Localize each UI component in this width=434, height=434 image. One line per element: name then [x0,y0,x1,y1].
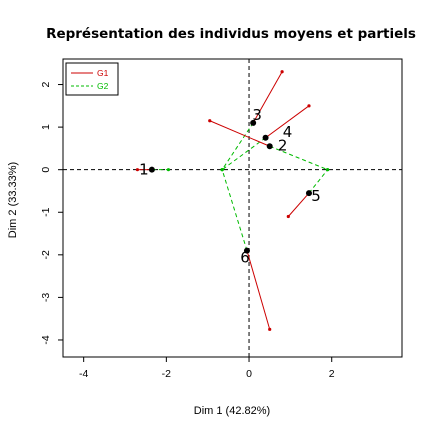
chart-title: Représentation des individus moyens et p… [46,26,416,42]
y-tick-label: -4 [40,335,52,344]
mean-point [148,166,155,173]
mean-point [266,143,273,150]
g1-partial-point [280,70,284,74]
point-label: 3 [252,106,262,124]
x-tick-label: -4 [79,368,88,380]
y-tick-label: 0 [40,167,52,173]
g1-segment [252,71,283,124]
point-label: 4 [283,123,293,141]
g2-partial-point [325,168,330,172]
legend-box [65,62,119,96]
x-axis-label: Dim 1 (42.82%) [194,405,270,417]
g1-partial-point [307,104,311,108]
x-tick-label: 0 [246,368,252,380]
mean-point [243,247,250,254]
y-tick-label: 2 [40,81,52,87]
mean-point [305,190,312,197]
y-tick-label: -1 [40,207,52,216]
g1-partial-point [208,119,212,123]
point-label: 6 [240,249,250,267]
x-tick-label: -2 [162,368,171,380]
g1-partial-point [135,168,140,172]
plot-frame [62,58,403,358]
legend-entry: G1 [97,68,109,78]
g2-partial-point [220,168,224,172]
g1-partial-point [268,327,272,331]
g2-segment [269,145,328,171]
g2-segment [221,137,266,171]
point-label: 5 [311,187,321,205]
g2-segment [308,169,328,194]
g2-partial-point [166,168,171,172]
legend-entry: G2 [97,81,109,91]
g1-partial-point [286,214,290,219]
g1-segment [287,192,310,217]
x-tick-label: 2 [329,368,335,380]
y-tick-label: 1 [40,124,52,130]
y-tick-label: -3 [40,293,52,302]
g2-segment [221,169,248,251]
point-label: 2 [278,136,288,154]
g1-segment [209,120,270,147]
g1-segment [246,250,271,330]
g2-segment [221,122,254,170]
point-label: 1 [139,161,149,179]
mean-point [250,119,257,126]
mean-point [262,134,269,141]
y-axis-label: Dim 2 (33.33%) [7,162,19,238]
y-tick-label: -2 [40,250,52,259]
g1-segment [265,105,310,139]
